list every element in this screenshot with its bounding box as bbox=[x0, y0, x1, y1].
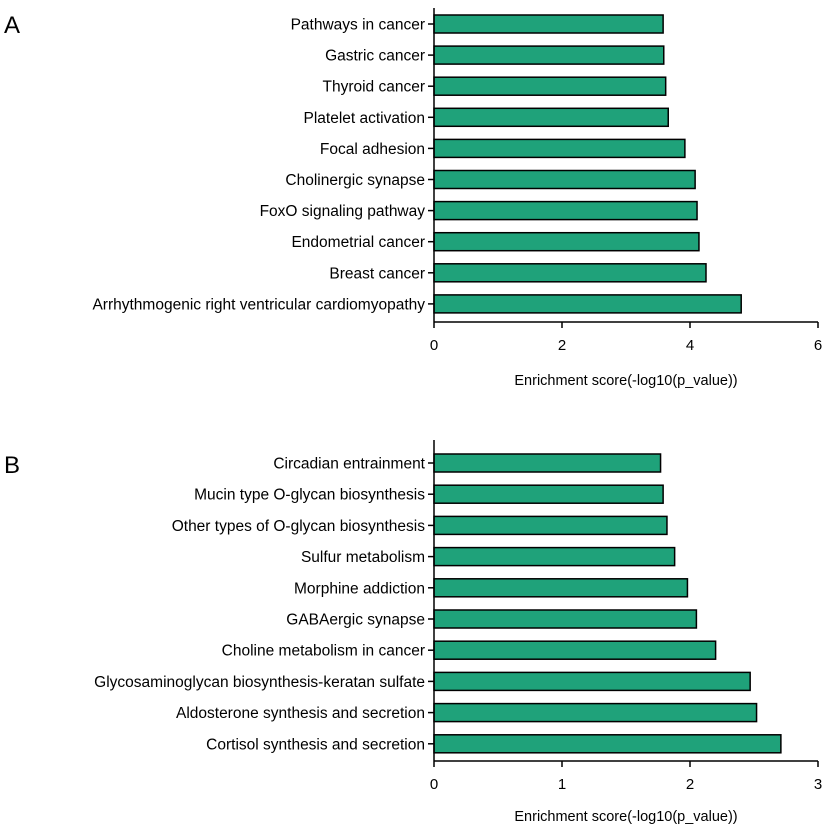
category-label: Gastric cancer bbox=[325, 48, 425, 65]
category-label: Arrhythmogenic right ventricular cardiom… bbox=[92, 296, 425, 313]
x-axis-title: Enrichment score(-log10(p_value)) bbox=[514, 373, 737, 389]
bar bbox=[433, 294, 742, 314]
panel-letter-b: B bbox=[4, 452, 20, 479]
bar bbox=[433, 578, 689, 598]
category-label: Morphine addiction bbox=[294, 580, 425, 597]
bar bbox=[433, 14, 664, 34]
bar bbox=[433, 484, 664, 504]
bar bbox=[433, 609, 698, 629]
bar bbox=[433, 231, 700, 252]
category-label: Cholinergic synapse bbox=[285, 172, 425, 189]
bar bbox=[433, 671, 751, 692]
x-tick-label: 3 bbox=[814, 776, 822, 793]
bar bbox=[433, 640, 717, 660]
bar bbox=[433, 702, 758, 723]
category-label: Pathways in cancer bbox=[291, 17, 425, 34]
bar bbox=[433, 263, 707, 283]
panel-letter-a: A bbox=[4, 12, 20, 39]
category-label: GABAergic synapse bbox=[286, 612, 425, 629]
bar bbox=[433, 76, 667, 96]
x-tick-label: 6 bbox=[814, 337, 822, 354]
x-tick-label: 2 bbox=[558, 337, 566, 354]
x-tick-label: 2 bbox=[686, 776, 694, 793]
bar bbox=[433, 200, 698, 221]
chart-panel-a: Pathways in cancer Gastric cancer Thyroid … bbox=[92, 8, 822, 389]
category-label: FoxO signaling pathway bbox=[260, 203, 426, 220]
category-label: Cortisol synthesis and secretion bbox=[206, 736, 425, 753]
bar bbox=[433, 169, 696, 190]
bar bbox=[433, 45, 665, 65]
bar bbox=[433, 734, 782, 754]
bar bbox=[433, 453, 662, 473]
x-axis-title: Enrichment score(-log10(p_value)) bbox=[514, 809, 737, 825]
category-label: Circadian entrainment bbox=[273, 456, 425, 473]
category-label: Mucin type O-glycan biosynthesis bbox=[194, 487, 425, 504]
category-label: Aldosterone synthesis and secretion bbox=[176, 705, 425, 722]
bar bbox=[433, 515, 668, 536]
bar bbox=[433, 138, 686, 159]
bar bbox=[433, 546, 676, 567]
x-tick-label: 0 bbox=[430, 776, 438, 793]
category-label: Endometrial cancer bbox=[291, 234, 425, 251]
x-tick-label: 4 bbox=[686, 337, 694, 354]
category-label: Choline metabolism in cancer bbox=[222, 643, 425, 660]
category-label: Glycosaminoglycan biosynthesis-keratan s… bbox=[94, 674, 425, 691]
category-label: Platelet activation bbox=[304, 110, 426, 127]
x-tick-label: 0 bbox=[430, 337, 438, 354]
category-label: Breast cancer bbox=[329, 265, 425, 282]
category-label: Sulfur metabolism bbox=[301, 549, 425, 566]
category-label: Thyroid cancer bbox=[322, 79, 425, 96]
bar bbox=[433, 107, 669, 128]
category-label: Focal adhesion bbox=[320, 141, 425, 158]
chart-panel-b: Circadian entrainment Mucin type O-glycan… bbox=[94, 440, 822, 825]
x-tick-label: 1 bbox=[558, 776, 566, 793]
category-label: Other types of O-glycan biosynthesis bbox=[172, 518, 426, 535]
